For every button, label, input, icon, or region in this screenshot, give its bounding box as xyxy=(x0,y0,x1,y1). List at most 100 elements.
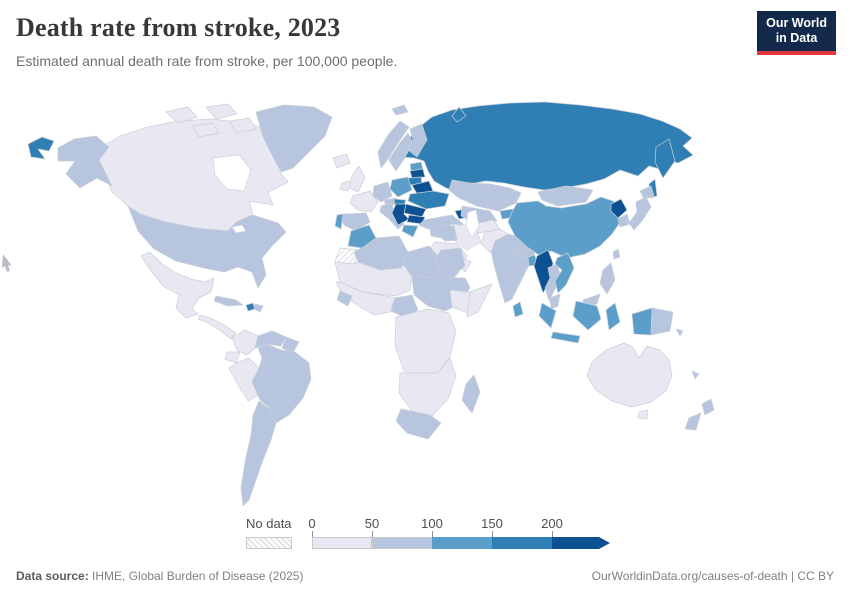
country-brazil[interactable] xyxy=(251,343,312,424)
country-united-states[interactable] xyxy=(127,205,287,289)
country-germany[interactable] xyxy=(372,181,393,203)
data-source-text: IHME, Global Burden of Disease (2025) xyxy=(88,569,304,583)
legend-tick-label-100: 100 xyxy=(421,516,443,531)
legend-tick-mark xyxy=(432,531,433,537)
country-indonesia[interactable] xyxy=(605,302,621,331)
legend-bin-0-50[interactable] xyxy=(312,537,372,549)
country-russia[interactable] xyxy=(397,101,694,193)
legend-tick-mark xyxy=(492,531,493,537)
country-guinea[interactable] xyxy=(336,290,353,307)
legend-bin-150-200[interactable] xyxy=(492,537,552,549)
country-japan[interactable] xyxy=(639,185,655,200)
country-portugal[interactable] xyxy=(334,213,344,230)
country-new-zealand[interactable] xyxy=(684,412,702,431)
great-lakes xyxy=(231,224,247,234)
page-title: Death rate from stroke, 2023 xyxy=(16,13,341,42)
caspian-sea xyxy=(465,209,480,239)
country-central-america[interactable] xyxy=(197,314,237,340)
country-ecuador[interactable] xyxy=(224,351,241,364)
country-mexico[interactable] xyxy=(140,251,215,319)
country-russia[interactable] xyxy=(654,138,676,179)
owid-logo-line1: Our World xyxy=(766,16,827,30)
country-latvia[interactable] xyxy=(409,168,426,179)
legend-no-data-label: No data xyxy=(246,516,292,531)
country-iceland[interactable] xyxy=(332,153,351,169)
country-north-korea[interactable] xyxy=(610,198,628,219)
country-canada[interactable] xyxy=(95,118,309,232)
country-canada[interactable] xyxy=(165,106,198,124)
chart-subtitle: Estimated annual death rate from stroke,… xyxy=(16,53,398,69)
legend-tick-label-0: 0 xyxy=(308,516,316,531)
country-indonesia[interactable] xyxy=(631,307,653,336)
legend-tick-label-150: 150 xyxy=(481,516,503,531)
country-ukraine[interactable] xyxy=(407,190,450,210)
mouse-cursor-icon xyxy=(2,254,12,272)
hudson-bay xyxy=(212,154,252,192)
country-australia[interactable] xyxy=(586,342,673,408)
legend-bin-50-100[interactable] xyxy=(372,537,432,549)
legend-tick-mark xyxy=(372,531,373,537)
country-south-africa[interactable] xyxy=(395,408,442,440)
country-russia[interactable] xyxy=(27,136,55,160)
country-australia[interactable] xyxy=(637,409,649,420)
country-taiwan[interactable] xyxy=(612,248,621,260)
country-norway[interactable] xyxy=(391,104,409,116)
legend-color-bar xyxy=(312,537,610,549)
country-united-kingdom[interactable] xyxy=(349,165,366,193)
owid-logo-line2: in Data xyxy=(775,31,818,46)
country-nepal[interactable] xyxy=(511,248,528,258)
country-cuba[interactable] xyxy=(213,295,244,307)
country-russia[interactable] xyxy=(451,106,467,123)
country-colombia[interactable] xyxy=(231,329,259,356)
country-greenland[interactable] xyxy=(255,104,333,173)
country-poland[interactable] xyxy=(389,176,413,198)
country-somalia[interactable] xyxy=(466,283,493,318)
country-philippines[interactable] xyxy=(599,262,616,295)
country-madagascar[interactable] xyxy=(461,374,481,414)
countries-layer xyxy=(27,101,715,507)
country-solomon-islands[interactable] xyxy=(675,328,684,337)
country-vietnam[interactable] xyxy=(554,252,575,294)
legend-tick-label-50: 50 xyxy=(364,516,380,531)
legend-bin-100-150[interactable] xyxy=(432,537,492,549)
country-indonesia[interactable] xyxy=(572,300,602,331)
country-japan[interactable] xyxy=(628,196,652,231)
data-source-note: Data source: IHME, Global Burden of Dise… xyxy=(16,569,303,583)
country-norway[interactable] xyxy=(377,120,410,169)
owid-logo[interactable]: Our World in Data xyxy=(757,11,836,55)
country-malaysia[interactable] xyxy=(549,293,561,310)
water-overlay-layer xyxy=(212,154,480,239)
data-source-label: Data source: xyxy=(16,569,89,583)
country-kazakhstan[interactable] xyxy=(448,179,522,212)
country-united-states[interactable] xyxy=(57,135,113,189)
country-dominican-republic[interactable] xyxy=(253,303,264,313)
country-sri-lanka[interactable] xyxy=(512,301,524,318)
country-central-africa[interactable] xyxy=(394,308,457,382)
legend-tick-label-200: 200 xyxy=(541,516,563,531)
legend-tick-mark xyxy=(552,531,553,537)
country-indonesia[interactable] xyxy=(538,302,557,329)
license-link[interactable]: OurWorldinData.org/causes-of-death | CC … xyxy=(591,569,834,583)
country-mongolia[interactable] xyxy=(537,185,594,207)
country-papua-new-guinea[interactable] xyxy=(650,307,674,336)
country-southern-africa[interactable] xyxy=(398,357,457,417)
country-indonesia[interactable] xyxy=(550,331,581,344)
country-haiti[interactable] xyxy=(245,302,256,312)
country-canada[interactable] xyxy=(191,122,220,138)
country-greece[interactable] xyxy=(401,224,419,238)
country-new-caledonia[interactable] xyxy=(691,370,700,380)
country-ireland[interactable] xyxy=(339,180,351,192)
country-venezuela[interactable] xyxy=(254,330,287,349)
legend-no-data-swatch[interactable] xyxy=(246,537,292,549)
legend-tick-mark xyxy=(312,531,313,537)
country-canada[interactable] xyxy=(229,117,257,134)
country-canada[interactable] xyxy=(205,103,238,120)
country-finland[interactable] xyxy=(406,123,428,158)
country-argentina[interactable] xyxy=(240,400,277,507)
country-france[interactable] xyxy=(349,190,379,213)
country-iraq[interactable] xyxy=(434,224,458,242)
legend-bin-200+[interactable] xyxy=(552,537,610,549)
country-new-zealand[interactable] xyxy=(701,398,715,416)
